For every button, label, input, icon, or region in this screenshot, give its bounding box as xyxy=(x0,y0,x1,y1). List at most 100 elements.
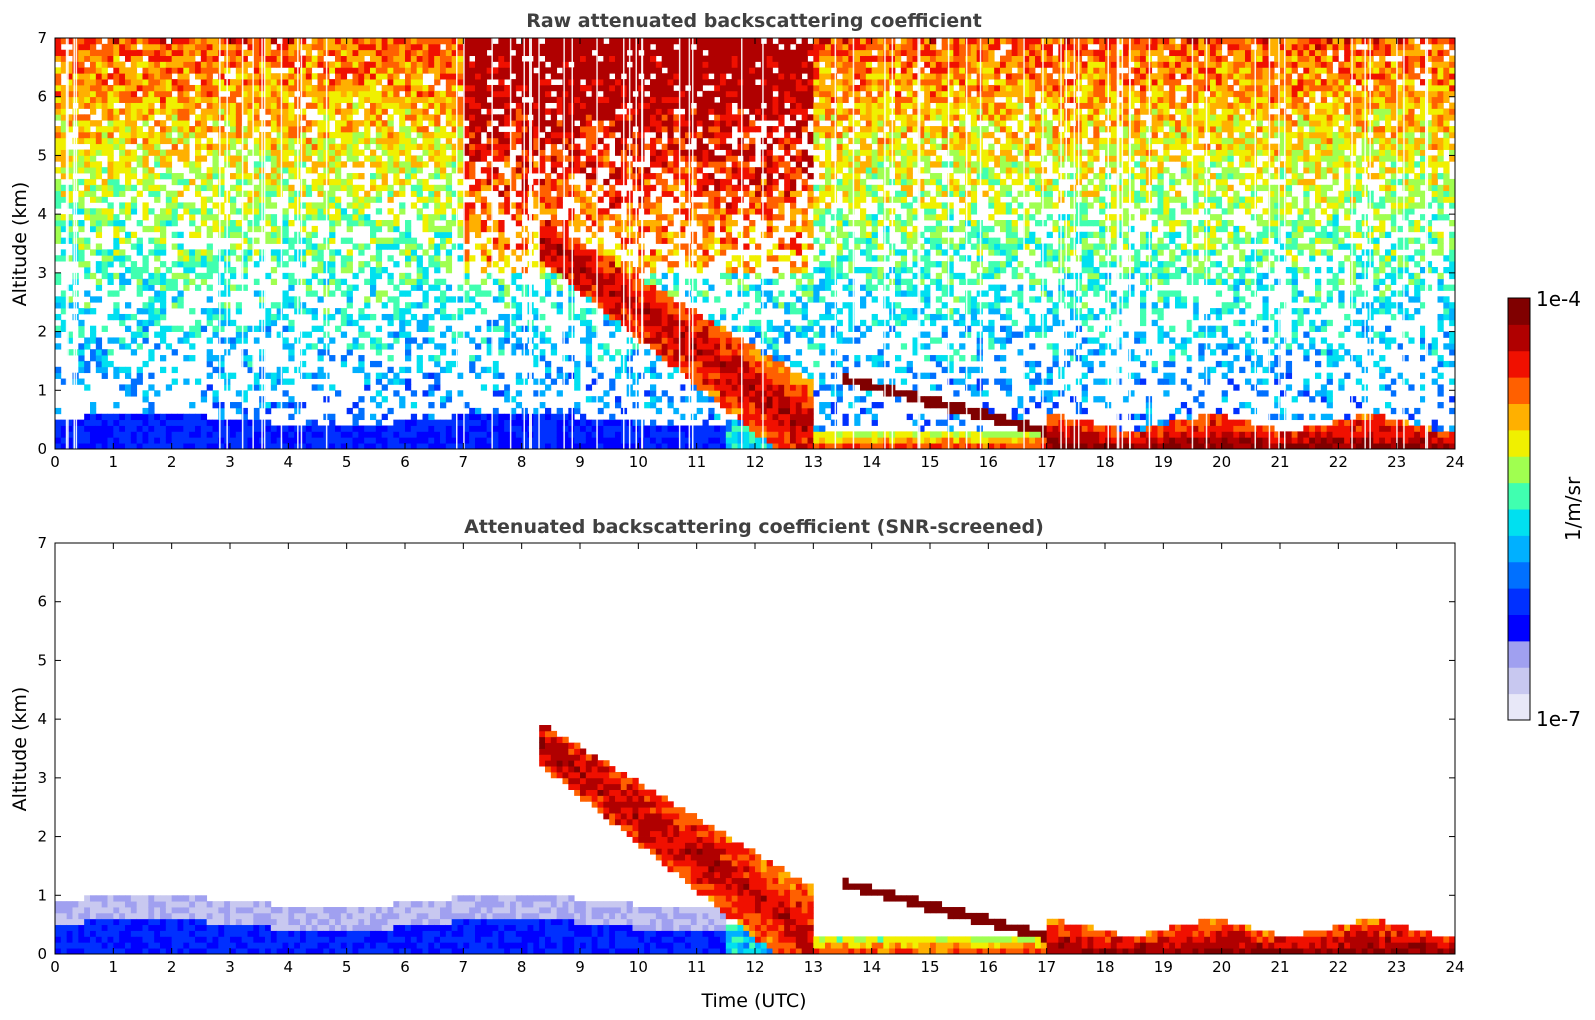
heatmap-cell xyxy=(107,278,114,285)
heatmap-cell xyxy=(375,90,383,98)
heatmap-cell xyxy=(78,343,85,350)
heatmap-cell xyxy=(673,102,680,109)
heatmap-cell xyxy=(533,407,540,415)
heatmap-cell xyxy=(160,149,167,156)
heatmap-cell xyxy=(690,296,698,303)
heatmap-cell xyxy=(84,131,91,139)
heatmap-cell xyxy=(171,278,178,285)
heatmap-cell xyxy=(591,38,598,45)
heatmap-cell xyxy=(515,208,523,215)
heatmap-cell xyxy=(84,96,91,103)
heatmap-cell xyxy=(673,96,680,103)
heatmap-cell xyxy=(165,343,173,350)
heatmap-cell xyxy=(119,319,126,327)
heatmap-cell xyxy=(300,261,307,268)
heatmap-cell xyxy=(253,184,260,192)
heatmap-cell xyxy=(235,120,243,127)
heatmap-cell xyxy=(288,79,295,86)
heatmap-cell xyxy=(679,425,686,432)
heatmap-cell xyxy=(533,413,540,421)
heatmap-cell xyxy=(574,61,581,68)
heatmap-cell xyxy=(533,126,540,133)
heatmap-cell xyxy=(253,108,260,115)
heatmap-cell xyxy=(393,131,400,139)
heatmap-cell xyxy=(661,255,668,262)
heatmap-cell xyxy=(66,431,73,438)
heatmap-cell xyxy=(136,443,143,449)
heatmap-cell xyxy=(171,143,178,150)
heatmap-cell xyxy=(685,167,692,174)
heatmap-cell xyxy=(469,220,476,227)
heatmap-cell xyxy=(265,178,272,186)
heatmap-cell xyxy=(84,343,91,350)
heatmap-cell xyxy=(206,84,213,92)
heatmap-cell xyxy=(661,190,668,197)
heatmap-cell xyxy=(399,137,406,145)
heatmap-cell xyxy=(451,61,458,68)
heatmap-cell xyxy=(282,437,289,444)
heatmap-cell xyxy=(55,272,62,280)
heatmap-cell xyxy=(690,425,698,432)
heatmap-cell xyxy=(434,131,441,139)
heatmap-cell xyxy=(352,49,359,57)
heatmap-cell xyxy=(533,325,540,332)
heatmap-cell xyxy=(125,431,132,438)
heatmap-cell xyxy=(568,173,575,180)
heatmap-cell xyxy=(498,61,505,68)
heatmap-cell xyxy=(358,161,365,168)
heatmap-cell xyxy=(410,237,418,244)
heatmap-cell xyxy=(329,131,336,139)
heatmap-cell xyxy=(195,184,202,192)
heatmap-cell xyxy=(667,396,674,403)
heatmap-cell xyxy=(410,390,418,397)
heatmap-cell xyxy=(434,431,441,438)
heatmap-cell xyxy=(416,366,423,374)
heatmap-cell xyxy=(667,149,674,156)
heatmap-cell xyxy=(165,431,173,438)
heatmap-cell xyxy=(679,190,686,197)
heatmap-cell xyxy=(253,384,260,391)
heatmap-cell xyxy=(661,96,668,103)
heatmap-cell xyxy=(142,38,149,45)
heatmap-cell xyxy=(195,126,202,133)
heatmap-cell xyxy=(650,108,657,115)
heatmap-cell xyxy=(679,38,686,45)
heatmap-cell xyxy=(235,331,243,338)
heatmap-cell xyxy=(276,73,283,80)
heatmap-cell xyxy=(667,313,674,321)
heatmap-cell xyxy=(78,49,85,57)
heatmap-cell xyxy=(305,308,313,315)
heatmap-cell xyxy=(195,96,202,103)
heatmap-cell xyxy=(679,126,686,133)
heatmap-cell xyxy=(375,325,383,332)
heatmap-cell xyxy=(300,360,307,368)
heatmap-cell xyxy=(655,296,663,303)
heatmap-cell xyxy=(247,43,254,51)
heatmap-cell xyxy=(358,120,365,127)
heatmap-cell xyxy=(55,184,62,192)
heatmap-cell xyxy=(84,419,91,426)
heatmap-cell xyxy=(381,167,388,174)
heatmap-cell xyxy=(346,108,353,115)
heatmap-cell xyxy=(422,126,429,133)
heatmap-cell xyxy=(615,419,622,426)
heatmap-cell xyxy=(142,49,149,57)
heatmap-cell xyxy=(609,319,616,327)
heatmap-cell xyxy=(90,220,97,227)
heatmap-cell xyxy=(673,249,680,256)
heatmap-cell xyxy=(539,313,546,321)
heatmap-cell xyxy=(498,49,505,57)
heatmap-cell xyxy=(410,161,418,168)
heatmap-cell xyxy=(591,79,598,86)
heatmap-cell xyxy=(381,55,388,62)
heatmap-cell xyxy=(212,431,219,438)
heatmap-cell xyxy=(580,73,587,80)
heatmap-cell xyxy=(195,43,202,51)
heatmap-cell xyxy=(247,190,254,197)
heatmap-cell xyxy=(90,225,97,233)
heatmap-cell xyxy=(66,84,73,92)
heatmap-cell xyxy=(305,431,313,438)
heatmap-cell xyxy=(148,431,155,438)
heatmap-cell xyxy=(422,214,429,221)
heatmap-cell xyxy=(405,96,412,103)
